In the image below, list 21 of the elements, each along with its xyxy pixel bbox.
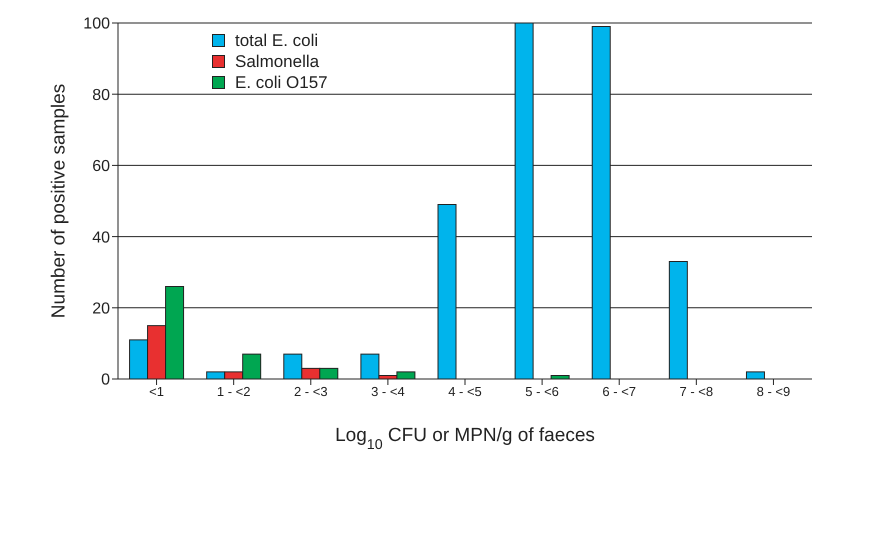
x-axis-title: Log$_{10}$ CFU or MPN/g of faeces	[335, 425, 595, 453]
y-tick-label: 60	[92, 158, 110, 176]
x-tick-label: 8 - <9	[756, 384, 790, 400]
y-tick-label: 80	[92, 86, 110, 104]
x-tick-label: 2 - <3	[294, 384, 328, 400]
y-tick-label: 100	[83, 16, 110, 33]
y-tick-label: 0	[101, 372, 110, 389]
x-tick-label: 4 - <5	[448, 384, 482, 400]
legend-label: total E. coli	[235, 30, 318, 51]
x-tick-label: 1 - <2	[216, 384, 250, 400]
legend-label: Salmonella	[235, 51, 320, 72]
x-tick-label: 5 - <6	[525, 384, 559, 400]
y-tick-label: 40	[92, 229, 110, 246]
x-tick-label: 3 - <4	[371, 384, 405, 400]
bar	[746, 371, 765, 379]
y-tick-label: 20	[92, 300, 110, 318]
x-tick-label: 7 - <8	[680, 384, 714, 400]
x-tick-label: <1	[149, 384, 164, 400]
legend-label: E. coli O157	[235, 72, 328, 93]
x-tick-label: 6 - <7	[602, 384, 636, 400]
y-axis-title: Number of positive samples	[48, 84, 70, 318]
